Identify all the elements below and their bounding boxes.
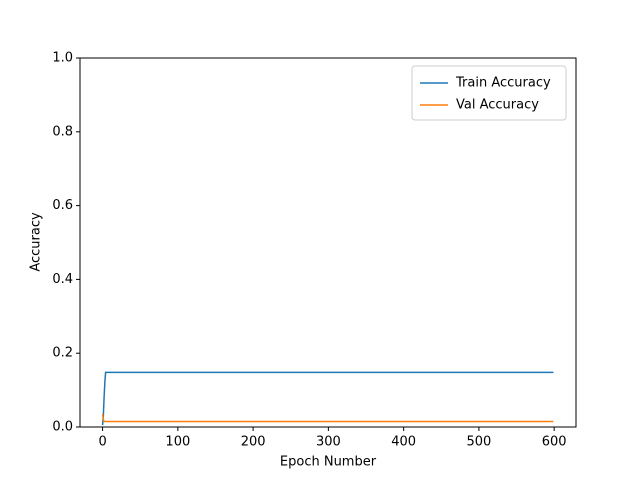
x-axis-label: Epoch Number [280, 455, 377, 470]
y-tick-label: 0.8 [52, 124, 73, 139]
x-tick-label: 200 [241, 435, 266, 450]
x-tick-label: 100 [165, 435, 190, 450]
y-axis-label: Accuracy [29, 212, 44, 272]
y-tick-label: 0.4 [52, 272, 73, 287]
y-tick-label: 0.6 [52, 198, 73, 213]
y-tick-label: 0.0 [52, 420, 73, 435]
line-series [101, 371, 554, 426]
line-series [101, 413, 554, 423]
y-tick-label: 0.2 [52, 346, 73, 361]
x-tick-label: 0 [98, 435, 106, 450]
x-tick-label: 500 [466, 435, 491, 450]
x-tick-label: 600 [542, 435, 567, 450]
x-tick-label: 400 [391, 435, 416, 450]
legend-box [411, 65, 567, 121]
plot-frame [79, 57, 577, 428]
x-tick-label: 300 [316, 435, 341, 450]
y-tick-label: 1.0 [52, 51, 73, 66]
legend-label: Val Accuracy [456, 98, 539, 113]
legend-label: Train Accuracy [455, 76, 551, 91]
